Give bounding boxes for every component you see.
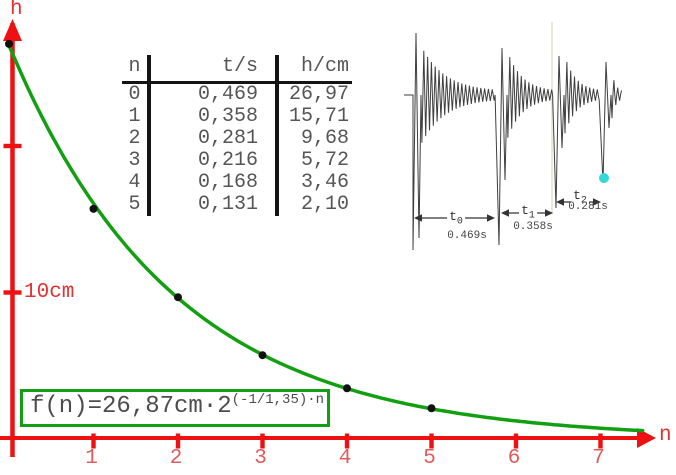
data-point [174, 293, 182, 302]
fit-curve [7, 43, 645, 433]
table-header-n: n [122, 55, 149, 84]
x-tick-mark [175, 433, 181, 449]
table-cell: 2,10 [275, 194, 352, 216]
table-cell: 1 [128, 105, 141, 128]
table-row: 1 0,358 15,71 [122, 106, 352, 128]
table-header-t: t/s [147, 55, 277, 84]
measurement-table: n t/s h/cm 0 0,469 26,97 1 0,358 15,71 2 0,281 9… [122, 55, 352, 216]
measure-arrow-head [545, 209, 553, 217]
x-axis-arrow [637, 428, 656, 448]
measure-arrow-head [501, 209, 509, 217]
table-row: 3 0,216 5,72 [122, 150, 352, 172]
fit-formula-base: f(n)=26,87cm·2 [30, 393, 232, 420]
interval-label-index: 0 [456, 216, 463, 228]
interval-label-t0: t0 [447, 210, 465, 227]
table-cell: 0,469 [147, 82, 277, 106]
table-cell: 0,281 [147, 128, 277, 150]
fit-formula-box: f(n)=26,87cm·2(-1/1,35)·n [20, 389, 331, 427]
y-axis-arrow [3, 19, 22, 41]
table-cell: 3 [128, 149, 141, 172]
fit-formula-exponent: (-1/1,35)·n [231, 392, 325, 408]
interval-time-value: 0.469s [447, 230, 487, 242]
x-tick-mark [91, 433, 96, 449]
x-tick-label: 6 [507, 447, 521, 470]
x-tick-label: 4 [338, 447, 352, 470]
interval-label-t1: t1 [519, 204, 537, 221]
table-header-row: n t/s h/cm [122, 55, 352, 84]
y-tick-label-10cm: 10cm [24, 281, 75, 304]
interval-label-index: 2 [580, 195, 587, 207]
table-cell: 4 [128, 171, 141, 194]
table-header-h: h/cm [275, 55, 352, 84]
waveform-path [404, 32, 622, 251]
table-row: 4 0,168 3,46 [122, 172, 352, 194]
table-cell: 9,68 [275, 128, 352, 150]
x-tick-label: 1 [85, 447, 98, 470]
x-tick-mark [344, 433, 350, 449]
interval-label-t2: t2 [571, 189, 589, 206]
interval-time-value: 0.281s [568, 201, 608, 213]
table-cell: 2 [128, 127, 141, 150]
x-tick-label: 2 [169, 447, 183, 470]
x-tick-mark [513, 433, 519, 449]
data-point [89, 204, 98, 213]
selection-marker [599, 173, 609, 183]
table-cell: 26,97 [275, 82, 352, 106]
interval-label-letter: t [573, 188, 581, 203]
table-cell: 0,131 [147, 194, 277, 216]
x-tick-label: 7 [592, 447, 605, 470]
y-tick-mark [3, 290, 22, 295]
x-tick-label: 3 [254, 447, 267, 470]
x-tick-mark [429, 433, 434, 449]
x-tick-mark [598, 433, 603, 449]
data-point [427, 404, 436, 413]
table-row: 2 0,281 9,68 [122, 128, 352, 150]
x-axis-label: n [659, 424, 672, 447]
data-point [343, 384, 351, 393]
interval-label-letter: t [521, 203, 529, 218]
table-cell: 3,46 [275, 172, 352, 194]
table-row: 0 0,469 26,97 [122, 82, 352, 106]
interval-time-value: 0.358s [513, 221, 553, 233]
table-cell: 0,216 [147, 150, 277, 172]
measure-arrow-head [593, 198, 601, 206]
table-row: 5 0,131 2,10 [122, 194, 352, 216]
table-cell: 15,71 [275, 106, 352, 128]
y-tick-mark [3, 143, 22, 149]
table-cell: 5,72 [275, 150, 352, 172]
table-cell: 5 [128, 193, 141, 216]
interval-label-letter: t [449, 209, 457, 224]
y-axis-label: h [10, 0, 23, 21]
measure-arrow-head [414, 214, 422, 222]
x-tick-label: 5 [423, 447, 436, 470]
data-point [5, 39, 13, 48]
measure-arrow-head [556, 198, 564, 206]
interval-label-index: 1 [528, 210, 535, 222]
measure-arrow-head [487, 214, 495, 222]
table-cell: 0,168 [147, 172, 277, 194]
table-cell: 0,358 [147, 106, 277, 128]
x-tick-mark [260, 433, 265, 449]
table-cell: 0 [128, 83, 141, 106]
data-point [258, 351, 267, 360]
